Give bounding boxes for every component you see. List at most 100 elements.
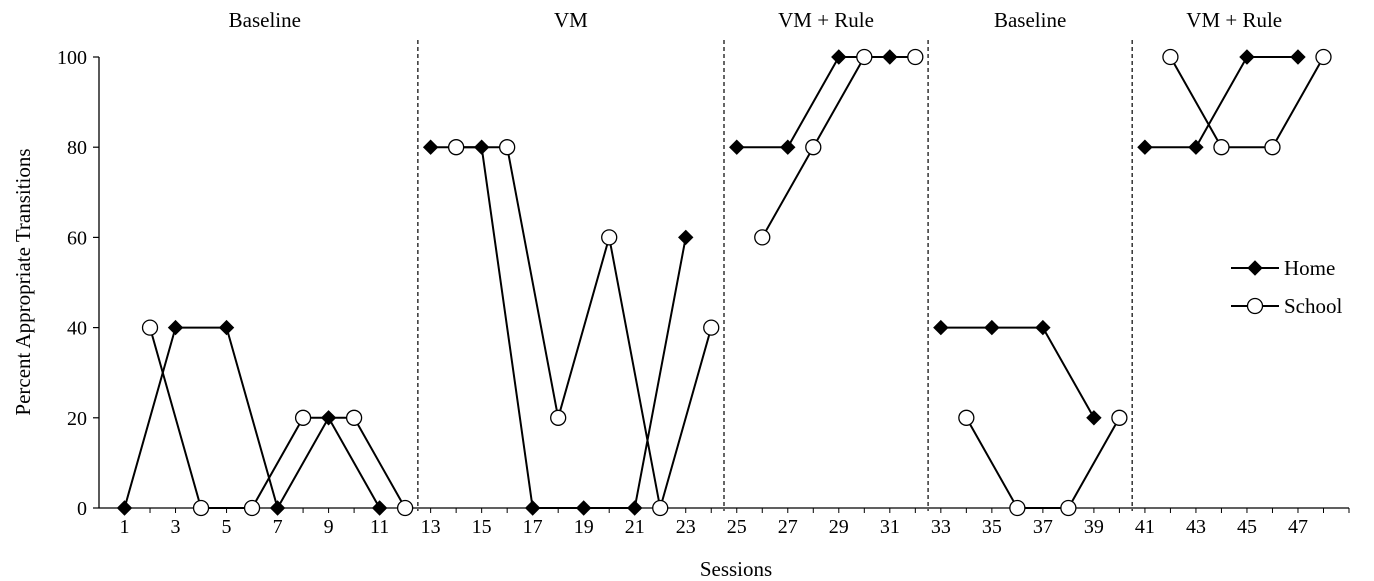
series-line bbox=[123, 326, 381, 511]
home-data-point bbox=[1035, 319, 1051, 336]
y-axis-label: Percent Appropriate Transitions bbox=[11, 148, 35, 415]
home-data-point bbox=[167, 319, 184, 336]
x-tick-label: 9 bbox=[324, 516, 334, 538]
y-tick-label: 0 bbox=[77, 498, 87, 520]
home-data-point bbox=[729, 139, 745, 155]
home-data-point bbox=[371, 500, 388, 516]
series-line bbox=[1169, 56, 1325, 149]
x-tick-label: 5 bbox=[222, 516, 232, 538]
school-data-point bbox=[703, 319, 720, 336]
home-data-point bbox=[1086, 410, 1102, 426]
x-tick-label: 29 bbox=[829, 516, 849, 538]
school-data-point bbox=[652, 499, 669, 517]
phase-label: VM + Rule bbox=[1186, 8, 1282, 32]
series-line bbox=[149, 327, 406, 509]
home-data-point bbox=[933, 319, 949, 336]
legend-item-school: School bbox=[1231, 294, 1343, 318]
school-data-point bbox=[447, 139, 465, 156]
school-data-point bbox=[550, 409, 567, 426]
x-tick-label: 39 bbox=[1084, 516, 1104, 538]
x-tick-label: 11 bbox=[370, 516, 389, 538]
series-layer bbox=[116, 48, 1332, 517]
x-tick-label: 31 bbox=[880, 516, 900, 538]
series-line bbox=[456, 146, 713, 509]
series-line bbox=[1144, 56, 1298, 149]
school-data-point bbox=[856, 48, 873, 66]
markers-school bbox=[141, 48, 1332, 517]
x-tick-label: 35 bbox=[982, 516, 1002, 538]
school-data-point bbox=[1246, 297, 1264, 315]
home-data-point bbox=[780, 139, 796, 155]
x-tick-label: 21 bbox=[625, 516, 645, 538]
school-data-point bbox=[243, 499, 261, 517]
y-tick-label: 80 bbox=[67, 137, 87, 159]
home-data-point bbox=[627, 500, 643, 516]
home-data-point bbox=[1188, 139, 1204, 155]
school-data-point bbox=[1162, 48, 1179, 66]
x-tick-label: 37 bbox=[1033, 516, 1053, 538]
school-data-point bbox=[345, 409, 363, 426]
x-axis-label: Sessions bbox=[700, 557, 772, 581]
home-data-point bbox=[218, 319, 235, 336]
legend-label: School bbox=[1284, 294, 1343, 318]
school-data-point bbox=[805, 139, 822, 156]
school-data-point bbox=[192, 499, 210, 517]
y-tick-label: 100 bbox=[57, 47, 87, 69]
home-data-point bbox=[1137, 139, 1153, 155]
school-data-point bbox=[1264, 139, 1281, 156]
legend-label: Home bbox=[1284, 256, 1335, 280]
home-data-point bbox=[575, 500, 592, 516]
home-data-point bbox=[320, 410, 337, 426]
home-data-point bbox=[984, 319, 1000, 336]
school-data-point bbox=[1009, 499, 1026, 517]
school-data-point bbox=[907, 48, 924, 66]
phase-layer: Baseline VM VM + Rule Baseline VM + Rule bbox=[229, 8, 1282, 511]
school-data-point bbox=[601, 229, 618, 246]
home-data-point bbox=[1247, 260, 1263, 276]
x-tick-label: 15 bbox=[472, 516, 492, 538]
home-data-point bbox=[116, 500, 133, 516]
x-tick-label: 23 bbox=[676, 516, 696, 538]
school-data-point bbox=[396, 499, 414, 517]
phase-label: VM + Rule bbox=[778, 8, 874, 32]
y-tick-label: 60 bbox=[67, 227, 87, 249]
x-tick-label: 19 bbox=[574, 516, 594, 538]
school-data-point bbox=[754, 229, 771, 246]
x-tick-label: 7 bbox=[273, 516, 283, 538]
legend-item-home: Home bbox=[1231, 256, 1335, 280]
home-data-point bbox=[1239, 49, 1255, 65]
x-tick-label: 41 bbox=[1135, 516, 1155, 538]
home-data-point bbox=[269, 500, 286, 516]
school-data-point bbox=[141, 319, 159, 336]
x-tick-label: 3 bbox=[171, 516, 181, 538]
home-data-point bbox=[831, 49, 847, 65]
x-tick-label: 47 bbox=[1288, 516, 1308, 538]
school-data-point bbox=[294, 409, 312, 426]
school-data-point bbox=[1315, 48, 1332, 66]
school-data-point bbox=[1213, 139, 1230, 156]
legend: Home School bbox=[1231, 256, 1343, 318]
home-data-point bbox=[882, 49, 898, 65]
series-line bbox=[736, 56, 890, 149]
series-home bbox=[123, 56, 1298, 511]
school-data-point bbox=[958, 409, 975, 426]
home-data-point bbox=[422, 139, 439, 155]
x-tick-label: 13 bbox=[421, 516, 441, 538]
x-tick-label: 25 bbox=[727, 516, 747, 538]
markers-home bbox=[116, 49, 1306, 516]
school-data-point bbox=[1111, 409, 1128, 426]
series-line bbox=[965, 417, 1121, 509]
x-tick-label: 43 bbox=[1186, 516, 1206, 538]
home-data-point bbox=[473, 139, 490, 155]
x-tick-label: 33 bbox=[931, 516, 951, 538]
y-tick-label: 40 bbox=[67, 318, 87, 340]
y-tick-label: 20 bbox=[67, 408, 87, 430]
x-tick-label: 45 bbox=[1237, 516, 1257, 538]
home-data-point bbox=[1290, 49, 1306, 65]
home-data-point bbox=[524, 500, 541, 516]
home-data-point bbox=[678, 229, 694, 246]
school-data-point bbox=[499, 139, 516, 156]
series-school bbox=[149, 56, 1325, 509]
